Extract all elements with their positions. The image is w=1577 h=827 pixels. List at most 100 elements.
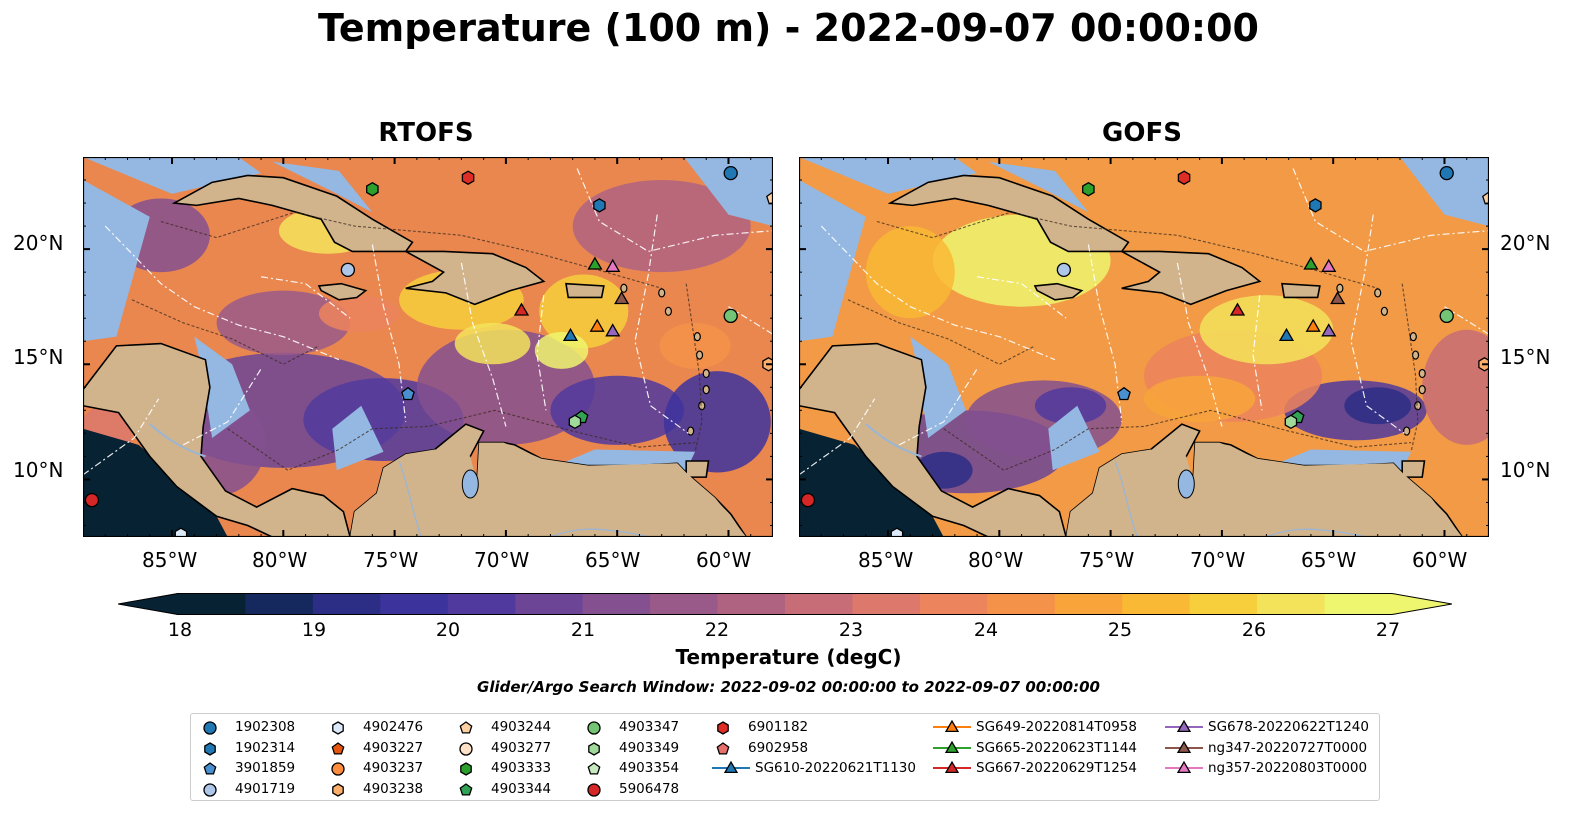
legend-label: 4901719 xyxy=(235,780,296,797)
legend-label: 1902308 xyxy=(235,719,296,735)
platform-marker xyxy=(1284,414,1298,430)
colorbar-tick-label: 20 xyxy=(435,619,461,641)
colorbar-tick-label: 18 xyxy=(167,619,193,641)
platform-marker xyxy=(1330,290,1346,305)
platform-marker xyxy=(401,386,415,401)
lon-tick-label: 65°W xyxy=(1301,548,1357,572)
lat-tick-label: 15°N xyxy=(13,345,64,369)
legend-marker-icon xyxy=(332,782,344,797)
lon-tick-label: 85°W xyxy=(142,548,198,572)
legend-marker-icon xyxy=(203,762,217,775)
legend-marker-icon xyxy=(1165,760,1203,774)
legend-marker-icon xyxy=(933,740,971,753)
platform-marker xyxy=(587,256,603,270)
lon-tick-label: 70°W xyxy=(474,548,530,572)
platform-marker xyxy=(766,191,773,205)
legend-marker-icon xyxy=(203,721,217,735)
colorbar-tick-label: 19 xyxy=(301,619,327,641)
legend-label: SG667-20220629T1254 xyxy=(976,760,1137,776)
lon-tick-label: 80°W xyxy=(252,548,308,572)
page-title: Temperature (100 m) - 2022-09-07 00:00:0… xyxy=(317,6,1259,50)
legend-label: ng357-20220803T0000 xyxy=(1208,760,1368,776)
legend-label: 1902314 xyxy=(235,739,296,756)
legend-marker-icon xyxy=(717,721,729,735)
legend-marker-icon xyxy=(332,721,344,735)
platform-marker xyxy=(1305,318,1321,332)
colorbar-title: Temperature (degC) xyxy=(675,645,902,669)
legend-marker-icon xyxy=(459,741,473,756)
legend-label: 4903227 xyxy=(363,739,424,756)
lat-tick-label: 10°N xyxy=(13,458,64,482)
legend-marker-icon xyxy=(460,762,472,776)
legend-label: 3901859 xyxy=(235,760,296,776)
legend-marker-icon xyxy=(587,782,601,797)
platform-marker xyxy=(513,302,530,316)
lon-tick-label: 80°W xyxy=(968,548,1024,572)
platform-marker xyxy=(1321,323,1337,337)
platform-marker xyxy=(1482,191,1489,205)
lat-tick-label: 20°N xyxy=(1500,231,1551,255)
platform-marker xyxy=(1177,170,1191,185)
legend-label: 4903237 xyxy=(363,760,424,776)
panel-title-rtofs: RTOFS xyxy=(378,118,474,148)
legend-label: 4903238 xyxy=(363,780,424,797)
colorbar-extend-low xyxy=(118,593,178,615)
lon-tick-label: 85°W xyxy=(858,548,914,572)
legend-marker-icon xyxy=(1165,740,1203,753)
platform-marker xyxy=(593,198,606,213)
search-window-text: Glider/Argo Search Window: 2022-09-02 00… xyxy=(477,678,1100,696)
lat-tick-label: 20°N xyxy=(13,231,64,255)
legend-label: 4903244 xyxy=(491,719,552,735)
map-gofs xyxy=(799,157,1489,537)
legend-label: ng347-20220727T0000 xyxy=(1208,739,1368,756)
platform-marker xyxy=(1278,327,1295,342)
platform-marker xyxy=(614,290,630,305)
platform-marker xyxy=(1303,256,1319,270)
platform-marker xyxy=(1439,165,1454,181)
platform-marker xyxy=(890,527,904,537)
platform-marker xyxy=(1082,181,1095,197)
platform-marker xyxy=(800,493,816,508)
colorbar-extend-high xyxy=(1392,593,1452,615)
colorbar-tick-label: 25 xyxy=(1107,619,1133,641)
platform-marker xyxy=(562,327,579,342)
legend-marker-icon xyxy=(587,762,601,775)
platform-marker xyxy=(1056,262,1072,277)
colorbar-tick-label: 23 xyxy=(838,619,864,641)
legend-label: 5906478 xyxy=(619,780,680,797)
legend-marker-icon xyxy=(588,741,600,756)
platform-marker xyxy=(1117,386,1131,401)
legend-label: 4903277 xyxy=(491,739,552,756)
legend: 1902308 1902314 3901859 4901719 4902476 49032… xyxy=(190,713,1380,801)
legend-label: 6902958 xyxy=(748,739,809,756)
platform-marker xyxy=(84,493,100,508)
platform-marker xyxy=(568,414,582,430)
legend-label: SG678-20220622T1240 xyxy=(1208,719,1369,735)
lon-tick-label: 65°W xyxy=(585,548,641,572)
legend-marker-icon xyxy=(203,782,217,797)
legend-label: SG610-20220621T1130 xyxy=(755,760,916,776)
lon-tick-label: 60°W xyxy=(1412,548,1468,572)
platform-marker xyxy=(605,323,621,337)
colorbar-tick-label: 21 xyxy=(570,619,596,641)
panel-title-gofs: GOFS xyxy=(1102,118,1182,148)
legend-marker-icon xyxy=(933,719,971,733)
map-rtofs xyxy=(83,157,773,537)
legend-marker-icon xyxy=(1165,719,1203,733)
platform-marker xyxy=(461,170,475,185)
legend-marker-icon xyxy=(933,760,971,774)
platform-marker xyxy=(340,262,356,277)
legend-label: 4903354 xyxy=(619,760,680,776)
legend-marker-icon xyxy=(459,782,473,796)
legend-marker-icon xyxy=(716,741,730,755)
legend-marker-icon xyxy=(459,721,473,734)
legend-marker-icon xyxy=(331,741,345,755)
colorbar-tick-label: 22 xyxy=(704,619,730,641)
platform-marker xyxy=(174,527,188,537)
legend-label: SG665-20220623T1144 xyxy=(976,739,1137,756)
legend-label: 4903349 xyxy=(619,739,680,756)
colorbar-tick-label: 24 xyxy=(973,619,999,641)
platform-marker xyxy=(723,308,738,324)
platform-marker xyxy=(723,165,738,181)
lon-tick-label: 60°W xyxy=(696,548,752,572)
